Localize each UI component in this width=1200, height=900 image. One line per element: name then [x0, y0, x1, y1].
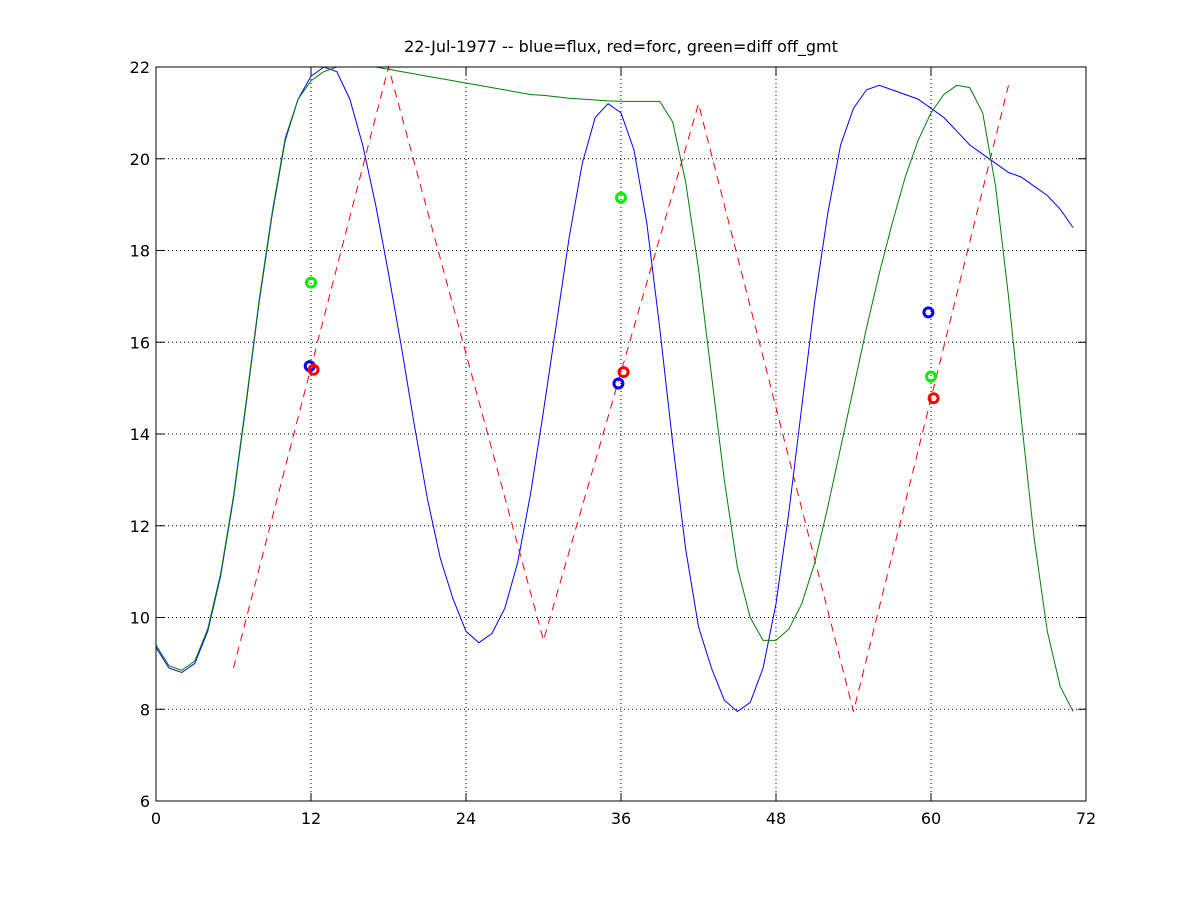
x-tick-label: 72: [1076, 809, 1096, 828]
y-tick-label: 22: [130, 58, 150, 77]
chart-title: 22-Jul-1977 -- blue=flux, red=forc, gree…: [404, 37, 838, 57]
marker-point: [305, 276, 317, 289]
x-tick-label: 60: [921, 809, 941, 828]
y-tick-label: 14: [130, 425, 150, 444]
y-tick-label: 6: [140, 792, 150, 811]
y-tick-label: 18: [130, 242, 150, 261]
x-tick-label: 48: [766, 809, 786, 828]
ticks: 0 12 24 36 48 60 72 6 8 10 12 14 16 18 20 22: [130, 58, 1097, 828]
marker-point: [612, 377, 625, 390]
y-tick-label: 8: [140, 700, 150, 719]
y-tick-label: 20: [130, 150, 150, 169]
series-line-1: [233, 65, 1009, 712]
x-tick-label: 36: [611, 809, 631, 828]
y-tick-label: 10: [130, 609, 150, 628]
x-tick-label: 12: [301, 809, 321, 828]
y-tick-label: 12: [130, 517, 150, 536]
grid: [156, 67, 1086, 801]
y-tick-label: 16: [130, 333, 150, 352]
series-line-0: [155, 66, 1074, 713]
marker-point: [927, 392, 940, 405]
markers-layer: [303, 191, 940, 405]
series-layer: [155, 65, 1074, 713]
x-tick-label: 0: [151, 809, 161, 828]
marker-point: [925, 370, 937, 383]
series-line-2: [155, 66, 1074, 712]
marker-point: [615, 191, 627, 204]
marker-point: [307, 363, 320, 376]
marker-point: [617, 366, 630, 379]
x-tick-label: 24: [456, 809, 476, 828]
marker-point: [922, 306, 935, 319]
